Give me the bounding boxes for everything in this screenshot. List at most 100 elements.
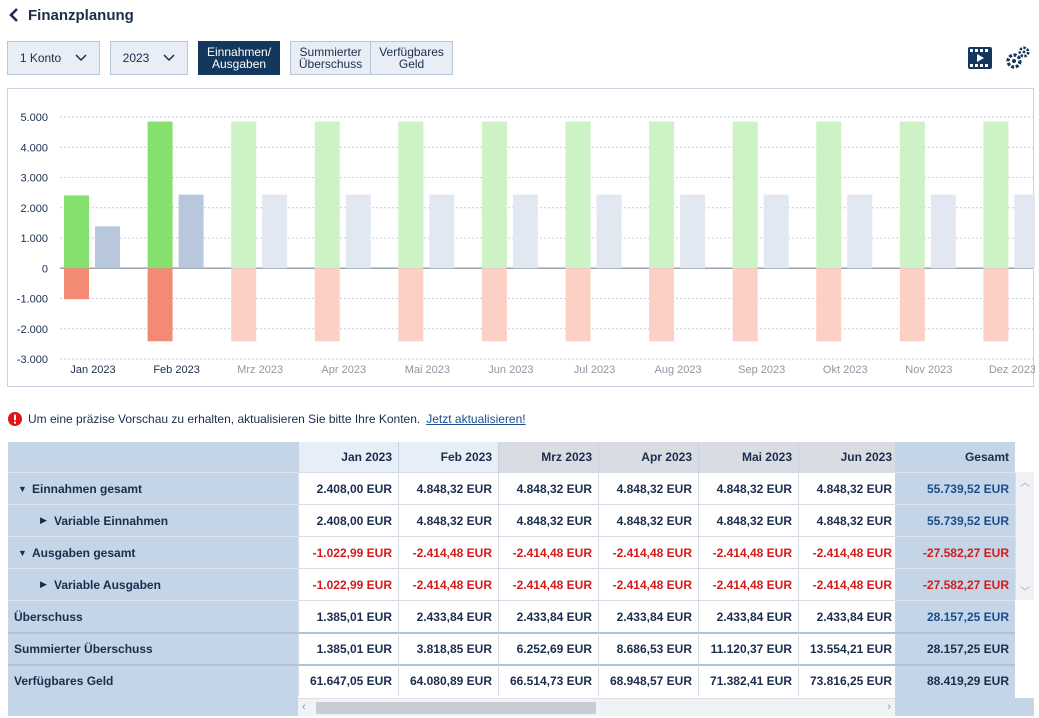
- income-bar[interactable]: [64, 195, 89, 269]
- surplus-bar[interactable]: [512, 194, 538, 269]
- total-cell: -27.582,27 EUR: [895, 568, 1015, 600]
- view-verfuegbares-geld[interactable]: Verfügbares Geld: [371, 41, 454, 75]
- table-cell: -2.414,48 EUR: [698, 568, 798, 600]
- video-icon[interactable]: [967, 46, 993, 70]
- table-cell: 4.848,32 EUR: [598, 504, 698, 536]
- income-bar[interactable]: [649, 121, 675, 269]
- x-tick-label: Aug 2023: [655, 364, 702, 376]
- x-tick-label: Jan 2023: [70, 364, 115, 376]
- total-cell: 55.739,52 EUR: [895, 504, 1015, 536]
- toolbar: 1 Konto 2023 Einnahmen/ Ausgaben Summier…: [7, 41, 454, 75]
- table-cell: 1.385,01 EUR: [298, 600, 398, 632]
- table-cell: 4.848,32 EUR: [698, 504, 798, 536]
- caret-down-icon[interactable]: ▼: [18, 547, 27, 558]
- column-header[interactable]: Mai 2023: [698, 442, 798, 472]
- table-cell: 4.848,32 EUR: [798, 504, 895, 536]
- expense-bar[interactable]: [231, 268, 257, 342]
- caret-right-icon[interactable]: ▶: [40, 515, 47, 525]
- row-label-text: Ausgaben gesamt: [32, 545, 136, 560]
- view-einnahmen-ausgaben[interactable]: Einnahmen/ Ausgaben: [198, 41, 281, 75]
- row-label[interactable]: ▶ Variable Ausgaben: [8, 568, 298, 600]
- expense-bar[interactable]: [481, 268, 507, 342]
- expense-bar[interactable]: [147, 268, 173, 342]
- surplus-bar[interactable]: [1014, 194, 1035, 269]
- row-label-text: Variable Einnahmen: [54, 513, 169, 528]
- income-bar[interactable]: [899, 121, 925, 269]
- table-cell: -2.414,48 EUR: [598, 568, 698, 600]
- surplus-bar[interactable]: [429, 194, 455, 269]
- expense-bar[interactable]: [899, 268, 925, 342]
- scroll-down-icon[interactable]: ﹀: [1020, 587, 1030, 598]
- column-header[interactable]: Mrz 2023: [498, 442, 598, 472]
- surplus-bar[interactable]: [95, 226, 120, 269]
- expense-bar[interactable]: [314, 268, 340, 342]
- title-bar: Finanzplanung: [8, 4, 134, 26]
- table-cell: 4.848,32 EUR: [498, 472, 598, 504]
- total-column: Gesamt 55.739,52 EUR 55.739,52 EUR -27.582,…: [895, 442, 1015, 698]
- update-now-link[interactable]: Jetzt aktualisieren!: [426, 412, 526, 426]
- expense-bar[interactable]: [565, 268, 591, 342]
- table-footer-left: [8, 698, 298, 716]
- caret-right-icon[interactable]: ▶: [40, 579, 47, 589]
- row-label[interactable]: ▼ Ausgaben gesamt: [8, 536, 298, 568]
- column-header-total: Gesamt: [964, 450, 1009, 464]
- column-header[interactable]: Apr 2023: [598, 442, 698, 472]
- year-select[interactable]: 2023: [110, 41, 188, 75]
- table-corner: [8, 442, 298, 472]
- gears-icon[interactable]: [1005, 45, 1031, 71]
- vertical-scrollbar[interactable]: ︿ ﹀: [1015, 472, 1034, 600]
- income-bar[interactable]: [147, 121, 173, 269]
- surplus-bar[interactable]: [596, 194, 622, 269]
- view-summierter-ueberschuss[interactable]: Summierter Überschuss: [290, 41, 372, 75]
- table-cell: 1.385,01 EUR: [298, 632, 398, 664]
- y-tick-label: -2.000: [17, 324, 48, 336]
- y-tick-label: 3.000: [20, 173, 48, 185]
- expense-bar[interactable]: [816, 268, 842, 342]
- column-header[interactable]: Feb 2023: [398, 442, 498, 472]
- income-bar[interactable]: [565, 121, 591, 269]
- income-bar[interactable]: [983, 121, 1009, 269]
- column-header[interactable]: Jan 2023: [298, 442, 398, 472]
- surplus-bar[interactable]: [680, 194, 706, 269]
- scrollbar-thumb[interactable]: [316, 702, 596, 714]
- expense-bar[interactable]: [64, 268, 89, 300]
- income-bar[interactable]: [732, 121, 758, 269]
- income-bar[interactable]: [314, 121, 340, 269]
- income-bar[interactable]: [816, 121, 842, 269]
- y-tick-label: 4.000: [20, 142, 48, 154]
- table-cell: 73.816,25 EUR: [798, 664, 895, 696]
- expense-bar[interactable]: [649, 268, 675, 342]
- income-bar[interactable]: [231, 121, 257, 269]
- surplus-bar[interactable]: [763, 194, 789, 269]
- table-cell: 2.433,84 EUR: [598, 600, 698, 632]
- table-cell: 2.408,00 EUR: [298, 472, 398, 504]
- scroll-left-icon[interactable]: ‹: [302, 701, 306, 713]
- caret-down-icon[interactable]: ▼: [18, 483, 27, 494]
- account-select[interactable]: 1 Konto: [7, 41, 100, 75]
- table-cell: 2.433,84 EUR: [498, 600, 598, 632]
- x-tick-label: Dez 2023: [989, 364, 1035, 376]
- scroll-up-icon[interactable]: ︿: [1020, 478, 1030, 489]
- expense-bar[interactable]: [398, 268, 424, 342]
- expense-bar[interactable]: [732, 268, 758, 342]
- horizontal-scrollbar[interactable]: ‹ ›: [298, 698, 895, 716]
- column-header[interactable]: Jun 2023: [798, 442, 895, 472]
- x-tick-label: Mrz 2023: [237, 364, 283, 376]
- x-tick-label: Feb 2023: [153, 364, 199, 376]
- income-bar[interactable]: [398, 121, 424, 269]
- scroll-right-icon[interactable]: ›: [887, 701, 891, 713]
- row-label[interactable]: ▶ Variable Einnahmen: [8, 504, 298, 536]
- surplus-bar[interactable]: [178, 194, 204, 269]
- table-cell: -2.414,48 EUR: [598, 536, 698, 568]
- surplus-bar[interactable]: [262, 194, 288, 269]
- expense-bar[interactable]: [983, 268, 1009, 342]
- table-cell: 61.647,05 EUR: [298, 664, 398, 696]
- surplus-bar[interactable]: [847, 194, 873, 269]
- income-bar[interactable]: [481, 121, 507, 269]
- row-label[interactable]: ▼ Einnahmen gesamt: [8, 472, 298, 504]
- row-label-text: Variable Ausgaben: [54, 577, 161, 592]
- chevron-left-icon[interactable]: [8, 8, 20, 22]
- table-cell: 64.080,89 EUR: [398, 664, 498, 696]
- surplus-bar[interactable]: [345, 194, 371, 269]
- surplus-bar[interactable]: [930, 194, 956, 269]
